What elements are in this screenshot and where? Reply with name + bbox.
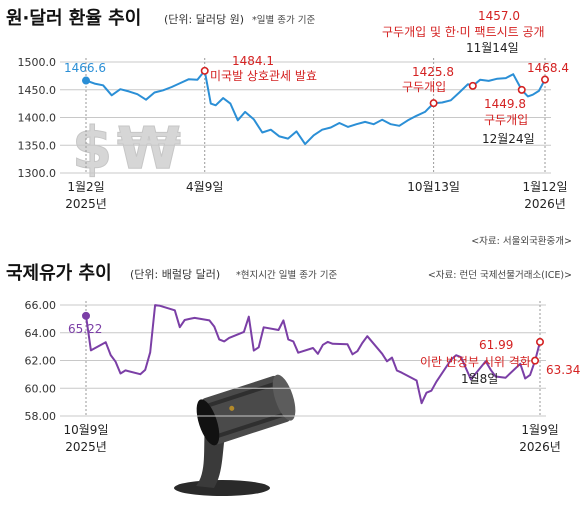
fx-x-tick-label: 2025년 — [65, 197, 107, 211]
fx-apr-value-label: 1484.1 — [232, 54, 274, 68]
fx-dec-value-label: 1449.8 — [484, 97, 526, 111]
fx-point-marker — [517, 85, 526, 94]
oil-barrel-icon — [174, 374, 296, 496]
fx-grid — [60, 58, 551, 174]
fx-y-tick-label: 1300.0 — [18, 167, 57, 180]
oil-x-tick-label: 2025년 — [65, 440, 107, 454]
oil-y-tick-label: 60.00 — [25, 382, 57, 395]
fx-source: <자료: 서울외국환중개> — [471, 235, 572, 247]
oil-chart-note: *현지시간 일별 종가 기준 — [236, 270, 337, 281]
fx-first-value-label: 1466.6 — [64, 61, 106, 75]
fx-x-tick-label: 2026년 — [524, 197, 566, 211]
fx-y-tick-label: 1500.0 — [18, 56, 57, 69]
oil-jan8-event-label: 이란 반정부 시위 격화 — [420, 355, 531, 369]
fx-y-tick-label: 1450.0 — [18, 84, 57, 97]
svg-text:$: $ — [72, 114, 112, 182]
fx-y-tick-label: 1400.0 — [18, 112, 57, 125]
fx-dec-date-label: 12월24일 — [482, 132, 535, 146]
fx-dec-event-label: 구두개입 — [484, 113, 528, 127]
oil-y-tick-label: 62.00 — [25, 355, 57, 368]
fx-point-marker — [540, 75, 549, 84]
oil-x-tick-label: 10월9일 — [64, 423, 109, 437]
oil-chart: 국제유가 추이 (단위: 배럴당 달러) *현지시간 일별 종가 기준 <자료:… — [6, 263, 580, 496]
oil-x-axis: 10월9일 2025년 1월9일 2026년 — [64, 423, 561, 454]
oil-y-tick-label: 64.00 — [25, 327, 57, 340]
fx-x-tick-label: 10월13일 — [407, 180, 460, 194]
fx-last-value-label: 1468.4 — [527, 61, 569, 75]
oil-last-value-label: 63.34 — [546, 363, 580, 377]
fx-apr-event-label: 미국발 상호관세 발효 — [210, 69, 317, 83]
fx-y-tick-label: 1350.0 — [18, 139, 57, 152]
svg-text:₩: ₩ — [117, 114, 181, 182]
oil-chart-title: 국제유가 추이 — [6, 263, 112, 284]
fx-x-axis: 1월2일 2025년 4월9일 10월13일 1월12일 2026년 — [65, 180, 567, 211]
oil-jan8-value-label: 61.99 — [479, 338, 513, 352]
fx-point-marker — [82, 76, 91, 85]
fx-x-tick-label: 1월12일 — [523, 180, 568, 194]
fx-nov-value-label: 1457.0 — [478, 9, 520, 23]
oil-first-value-label: 65.22 — [68, 322, 102, 336]
oil-y-tick-label: 66.00 — [25, 299, 57, 312]
oil-x-tick-label: 2026년 — [519, 440, 561, 454]
fx-oct-value-label: 1425.8 — [412, 65, 454, 79]
oil-series-line — [85, 304, 541, 405]
fx-point-marker — [468, 81, 477, 90]
dollar-won-watermark-icon: $ ₩ — [72, 114, 182, 183]
oil-markers — [82, 311, 544, 365]
fx-point-marker — [200, 66, 209, 75]
oil-point-marker — [535, 337, 544, 346]
oil-y-tick-label: 58.00 — [25, 410, 57, 423]
fx-x-tick-label: 4월9일 — [186, 180, 223, 194]
fx-point-marker — [429, 99, 438, 108]
oil-point-marker — [531, 356, 540, 365]
fx-chart: 원·달러 환율 추이 (단위: 달러당 원) *일별 종가 기준 $ ₩ 130… — [6, 7, 572, 247]
fx-chart-title: 원·달러 환율 추이 — [6, 7, 141, 29]
fx-nov-date-label: 11월14일 — [466, 41, 519, 55]
fx-series-line — [85, 69, 546, 146]
fx-chart-note: *일별 종가 기준 — [252, 15, 315, 26]
oil-y-axis: 58.00 60.00 62.00 64.00 66.00 — [25, 299, 57, 423]
oil-source: <자료: 런던 국제선물거래소(ICE)> — [428, 270, 572, 281]
fx-oct-event-label: 구두개입 — [402, 80, 446, 94]
fx-nov-event-label: 구두개입 및 한·미 팩트시트 공개 — [382, 25, 545, 39]
fx-x-tick-label: 1월2일 — [67, 180, 104, 194]
fx-markers — [82, 66, 549, 108]
oil-grid — [60, 301, 546, 417]
fx-chart-unit: (단위: 달러당 원) — [164, 13, 244, 26]
oil-chart-unit: (단위: 배럴당 달러) — [130, 268, 220, 281]
fx-y-axis: 1300.0 1350.0 1400.0 1450.0 1500.0 — [18, 56, 57, 180]
oil-x-tick-label: 1월9일 — [521, 423, 558, 437]
oil-jan8-date-label: 1월8일 — [461, 372, 498, 386]
oil-point-marker — [82, 311, 91, 320]
